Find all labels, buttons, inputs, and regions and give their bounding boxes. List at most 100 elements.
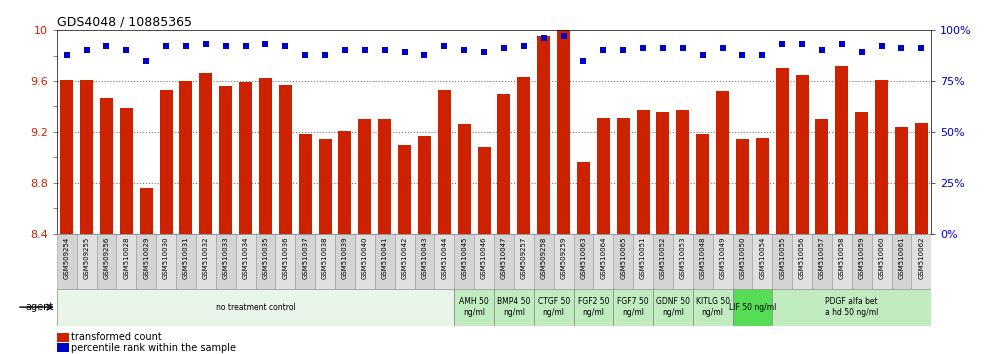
Bar <box>836 66 849 234</box>
Text: GSM510050: GSM510050 <box>739 236 745 279</box>
Point <box>754 52 770 57</box>
Bar <box>911 234 931 289</box>
Bar <box>676 110 689 234</box>
Point <box>536 35 552 41</box>
Point <box>317 52 333 57</box>
Point <box>456 48 472 53</box>
Bar <box>537 36 550 234</box>
Bar <box>256 234 275 289</box>
Bar <box>359 119 372 234</box>
Bar <box>239 82 252 234</box>
Point <box>416 52 432 57</box>
Point <box>376 48 392 53</box>
Bar <box>653 234 673 289</box>
Bar <box>816 119 829 234</box>
Text: GSM510053: GSM510053 <box>680 236 686 279</box>
Text: no treatment control: no treatment control <box>216 303 296 312</box>
Bar <box>219 86 232 234</box>
Bar <box>614 234 633 289</box>
Bar <box>653 289 693 326</box>
Bar <box>156 234 176 289</box>
Bar <box>534 289 574 326</box>
Bar <box>315 234 335 289</box>
Bar <box>732 289 772 326</box>
Bar <box>696 135 709 234</box>
Text: GSM510047: GSM510047 <box>501 236 507 279</box>
Bar <box>199 73 212 234</box>
Bar <box>633 234 653 289</box>
Text: GDS4048 / 10885365: GDS4048 / 10885365 <box>57 16 192 29</box>
Bar <box>856 112 869 234</box>
Bar <box>176 234 196 289</box>
Point <box>277 44 293 49</box>
Point <box>138 58 154 63</box>
Bar <box>77 234 97 289</box>
Bar <box>557 26 570 234</box>
Text: GSM510040: GSM510040 <box>362 236 368 279</box>
Text: GSM509256: GSM509256 <box>104 236 110 279</box>
Point <box>794 41 810 47</box>
Bar <box>454 234 474 289</box>
Bar <box>335 234 355 289</box>
Text: KITLG 50
ng/ml: KITLG 50 ng/ml <box>695 297 730 317</box>
Point <box>238 44 254 49</box>
Text: GSM510034: GSM510034 <box>243 236 249 279</box>
Text: GSM510036: GSM510036 <box>282 236 288 279</box>
Text: GSM510060: GSM510060 <box>878 236 884 279</box>
Bar <box>80 80 93 234</box>
Bar <box>97 234 117 289</box>
Bar <box>259 79 272 234</box>
Bar <box>574 234 594 289</box>
Bar <box>852 234 872 289</box>
Text: GSM510030: GSM510030 <box>163 236 169 279</box>
Bar <box>673 234 693 289</box>
Bar <box>693 234 712 289</box>
Bar <box>716 91 729 234</box>
Point <box>178 44 194 49</box>
Bar <box>597 118 610 234</box>
Point <box>635 46 651 51</box>
Bar <box>179 81 192 234</box>
Bar <box>196 234 216 289</box>
Bar <box>139 188 152 234</box>
Point <box>496 46 512 51</box>
Bar <box>915 123 928 234</box>
Bar <box>554 234 574 289</box>
Text: GSM510043: GSM510043 <box>421 236 427 279</box>
Text: FGF2 50
ng/ml: FGF2 50 ng/ml <box>578 297 610 317</box>
Bar <box>57 289 454 326</box>
Bar <box>712 234 732 289</box>
Bar <box>494 289 534 326</box>
Point <box>476 50 492 55</box>
Bar <box>891 234 911 289</box>
Bar <box>57 234 77 289</box>
Text: CTGF 50
ng/ml: CTGF 50 ng/ml <box>538 297 570 317</box>
Bar <box>736 139 749 234</box>
Point <box>337 48 353 53</box>
Text: GSM509259: GSM509259 <box>561 236 567 279</box>
Text: GSM510051: GSM510051 <box>640 236 646 279</box>
Text: GSM510033: GSM510033 <box>223 236 229 279</box>
Bar <box>732 234 752 289</box>
Bar <box>275 234 295 289</box>
Bar <box>474 234 494 289</box>
Text: GSM510046: GSM510046 <box>481 236 487 279</box>
Bar <box>434 234 454 289</box>
Point <box>774 41 790 47</box>
Text: BMP4 50
ng/ml: BMP4 50 ng/ml <box>497 297 531 317</box>
Text: GSM510056: GSM510056 <box>799 236 805 279</box>
Bar <box>216 234 236 289</box>
Point <box>297 52 313 57</box>
Text: GSM510054: GSM510054 <box>759 236 765 279</box>
Bar <box>594 234 614 289</box>
Text: GSM510035: GSM510035 <box>263 236 269 279</box>
Text: GSM510064: GSM510064 <box>601 236 607 279</box>
Text: PDGF alfa bet
a hd 50 ng/ml: PDGF alfa bet a hd 50 ng/ml <box>825 297 878 317</box>
Bar <box>577 162 590 234</box>
Bar <box>656 112 669 234</box>
Point <box>119 48 134 53</box>
Text: GSM510059: GSM510059 <box>859 236 865 279</box>
Point <box>198 41 214 47</box>
Bar <box>517 77 530 234</box>
Text: transformed count: transformed count <box>71 332 161 342</box>
